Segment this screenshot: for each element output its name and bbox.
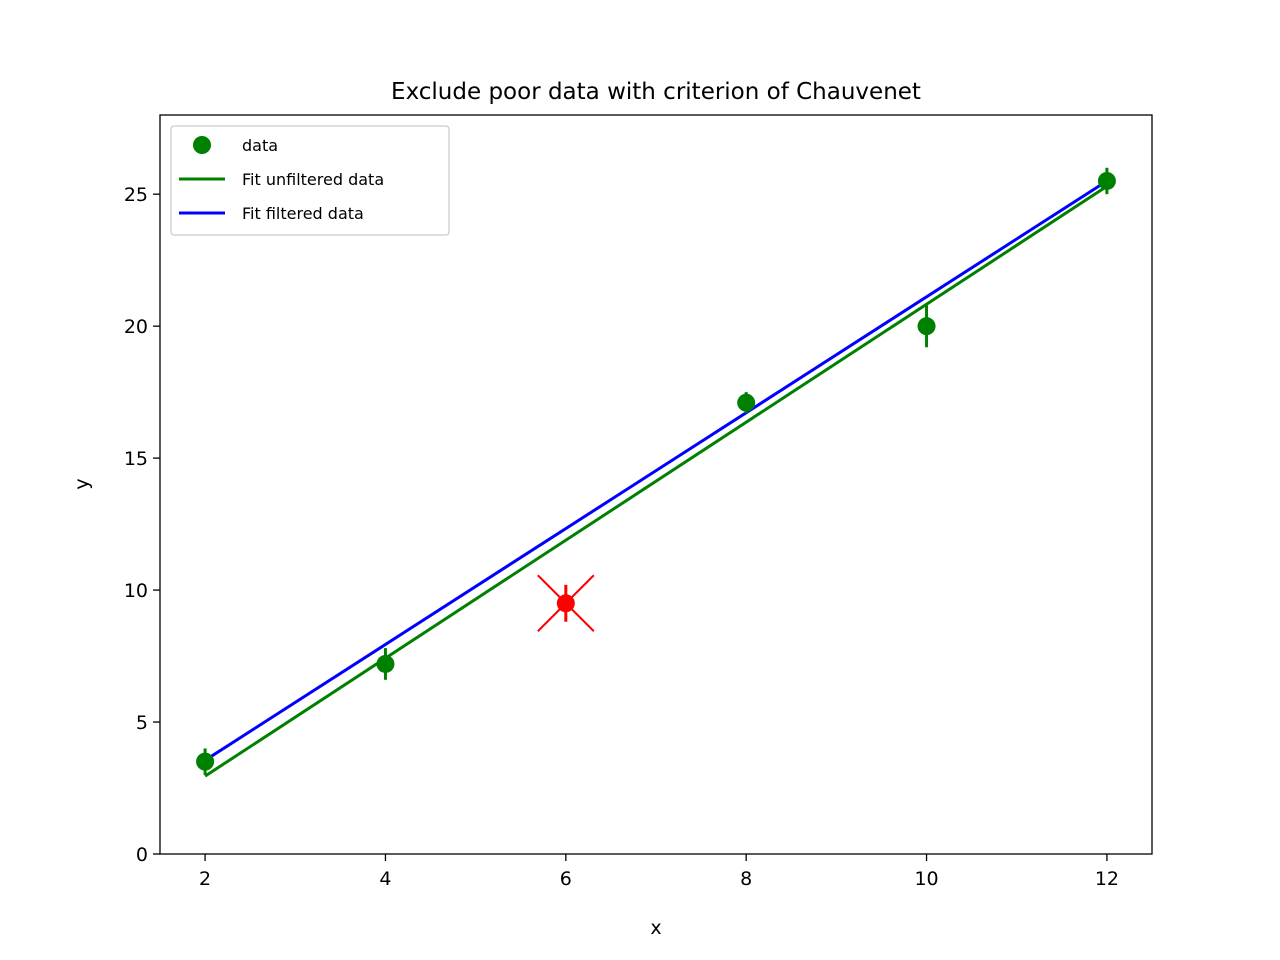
legend-label-2: Fit filtered data xyxy=(242,204,364,223)
plot-area xyxy=(159,114,1153,855)
x-axis-label: x xyxy=(650,917,661,939)
fit-line-filtered xyxy=(204,179,1108,762)
y-tick-label-0: 0 xyxy=(136,844,148,866)
y-tick-label-4: 20 xyxy=(124,316,148,338)
legend-label-1: Fit unfiltered data xyxy=(242,170,384,189)
legend-marker-0 xyxy=(193,136,211,154)
data-point-0 xyxy=(196,752,215,771)
y-axis-label: y xyxy=(71,478,93,489)
excluded-cross-b-2 xyxy=(537,574,595,632)
data-point-1 xyxy=(376,654,395,673)
x-tick-label-1: 4 xyxy=(379,868,391,890)
data-point-5 xyxy=(1097,171,1116,190)
fit-lines xyxy=(204,179,1108,778)
y-tick-label-1: 5 xyxy=(136,712,148,734)
y-tick-label-2: 10 xyxy=(124,580,148,602)
fit-line-unfiltered xyxy=(204,185,1108,778)
data-points xyxy=(196,167,1116,775)
y-tick-label-5: 25 xyxy=(124,184,148,206)
legend-label-0: data xyxy=(242,136,278,155)
data-point-3 xyxy=(737,393,756,412)
x-tick-label-0: 2 xyxy=(199,868,211,890)
y-axis-ticks: 0 5 10 15 20 25 xyxy=(124,184,160,866)
x-tick-label-4: 10 xyxy=(914,868,938,890)
x-tick-label-5: 12 xyxy=(1095,868,1119,890)
x-axis-ticks: 2 4 6 8 10 12 xyxy=(199,854,1119,890)
y-tick-label-3: 15 xyxy=(124,448,148,470)
x-tick-label-3: 8 xyxy=(740,868,752,890)
chart-title: Exclude poor data with criterion of Chau… xyxy=(391,79,921,105)
data-point-4 xyxy=(917,317,936,336)
x-tick-label-2: 6 xyxy=(560,868,572,890)
legend-box xyxy=(170,125,450,236)
legend: data Fit unfiltered data Fit filtered data xyxy=(170,125,450,236)
